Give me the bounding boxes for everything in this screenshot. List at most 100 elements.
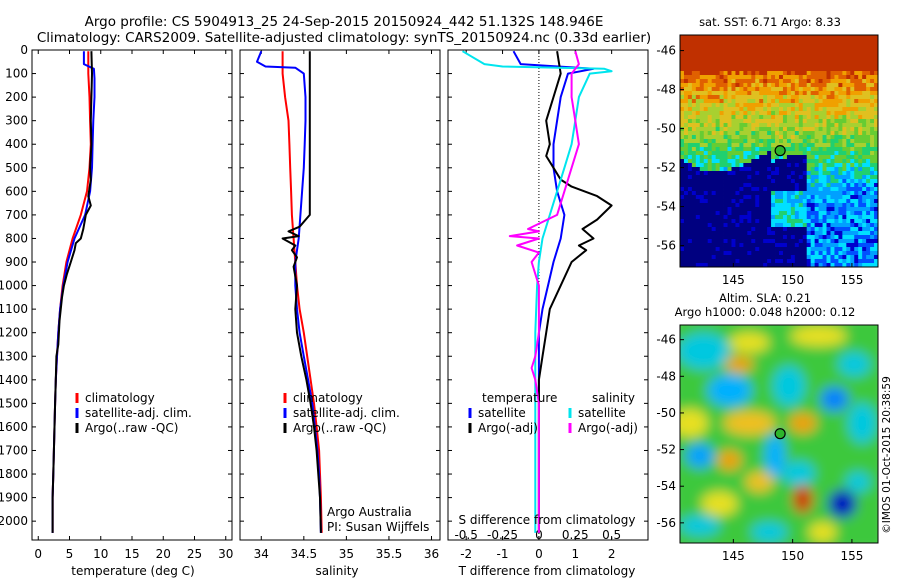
sst-cell: [798, 43, 804, 48]
sst-cell: [862, 75, 867, 80]
sst-cell: [719, 71, 724, 76]
sst-cell: [759, 239, 764, 244]
sst-cell: [715, 119, 720, 124]
sst-cell: [739, 155, 744, 160]
sst-cell: [763, 255, 768, 260]
sst-cell: [838, 119, 843, 124]
sst-cell: [810, 35, 816, 40]
sst-cell: [739, 151, 744, 156]
sst-cell: [782, 175, 788, 180]
sst-cell: [826, 67, 831, 72]
sst-cell: [731, 99, 736, 104]
sst-cell: [806, 67, 812, 72]
sst-cell: [680, 63, 685, 68]
sst-cell: [779, 59, 784, 64]
sst-cell: [794, 231, 800, 236]
sst-cell: [723, 219, 728, 224]
sst-cell: [723, 151, 728, 156]
sst-cell: [858, 83, 863, 88]
sst-cell: [810, 259, 816, 264]
sst-cell: [818, 135, 823, 140]
sst-cell: [719, 203, 724, 208]
sst-cell: [858, 259, 863, 264]
sst-cell: [711, 95, 717, 100]
sst-cell: [798, 47, 804, 52]
sst-cell: [719, 235, 724, 240]
sst-cell: [814, 255, 819, 260]
sst-cell: [715, 179, 720, 184]
sst-cell: [751, 235, 756, 240]
sst-cell: [735, 35, 740, 40]
sst-cell: [810, 119, 816, 124]
sst-cell: [680, 39, 685, 44]
sst-cell: [866, 107, 871, 112]
sst-cell: [806, 103, 812, 108]
sst-cell: [838, 95, 843, 100]
sst-cell: [767, 39, 772, 44]
sst-cell: [842, 183, 847, 188]
sst-cell: [794, 235, 800, 240]
sst-cell: [822, 47, 827, 52]
sst-cell: [771, 127, 776, 132]
map-x-tick-label: 155: [840, 549, 863, 563]
sst-cell: [782, 231, 788, 236]
sst-cell: [790, 83, 796, 88]
sst-cell: [727, 231, 732, 236]
sst-cell: [826, 183, 831, 188]
sst-cell: [874, 83, 878, 88]
sst-cell: [699, 175, 705, 180]
sst-cell: [731, 215, 736, 220]
sst-cell: [874, 43, 878, 48]
sst-cell: [798, 119, 804, 124]
sst-cell: [691, 207, 697, 212]
sst-cell: [727, 103, 732, 108]
sst-cell: [814, 243, 819, 248]
sst-cell: [695, 51, 701, 56]
sst-cell: [719, 131, 724, 136]
sst-cell: [771, 131, 776, 136]
sst-cell: [687, 75, 693, 80]
sst-cell: [790, 87, 796, 92]
sst-cell: [687, 123, 693, 128]
sst-cell: [838, 47, 843, 52]
sst-cell: [830, 251, 835, 256]
sst-cell: [707, 255, 713, 260]
sst-cell: [743, 67, 748, 72]
sst-cell: [822, 235, 827, 240]
sst-cell: [842, 103, 847, 108]
sst-cell: [719, 99, 724, 104]
x-tick-label: 30: [218, 547, 233, 561]
sst-cell: [691, 123, 697, 128]
sst-cell: [775, 39, 780, 44]
sst-cell: [810, 155, 816, 160]
sst-cell: [866, 155, 871, 160]
sst-cell: [862, 127, 867, 132]
sst-cell: [680, 55, 685, 60]
sst-cell: [703, 119, 709, 124]
sst-cell: [854, 75, 859, 80]
sst-cell: [854, 83, 859, 88]
sst-cell: [775, 167, 780, 172]
difference-top-x-label: S difference from climatology: [459, 513, 636, 527]
sst-cell: [775, 259, 780, 264]
sst-cell: [680, 35, 685, 40]
sst-cell: [818, 255, 823, 260]
sst-cell: [775, 35, 780, 40]
sst-cell: [763, 131, 768, 136]
sst-cell: [763, 183, 768, 188]
sst-cell: [695, 43, 701, 48]
sst-cell: [834, 167, 839, 172]
sst-cell: [763, 171, 768, 176]
sst-cell: [790, 191, 796, 196]
sst-cell: [854, 187, 859, 192]
sst-cell: [830, 147, 835, 152]
sst-cell: [874, 223, 878, 228]
sst-cell: [826, 211, 831, 216]
sst-cell: [806, 95, 812, 100]
map-y-tick-label: -48: [656, 83, 676, 97]
sst-cell: [854, 171, 859, 176]
sst-cell: [834, 179, 839, 184]
sst-cell: [822, 171, 827, 176]
sla-anomaly-blob: [790, 325, 847, 346]
sst-cell: [699, 107, 705, 112]
